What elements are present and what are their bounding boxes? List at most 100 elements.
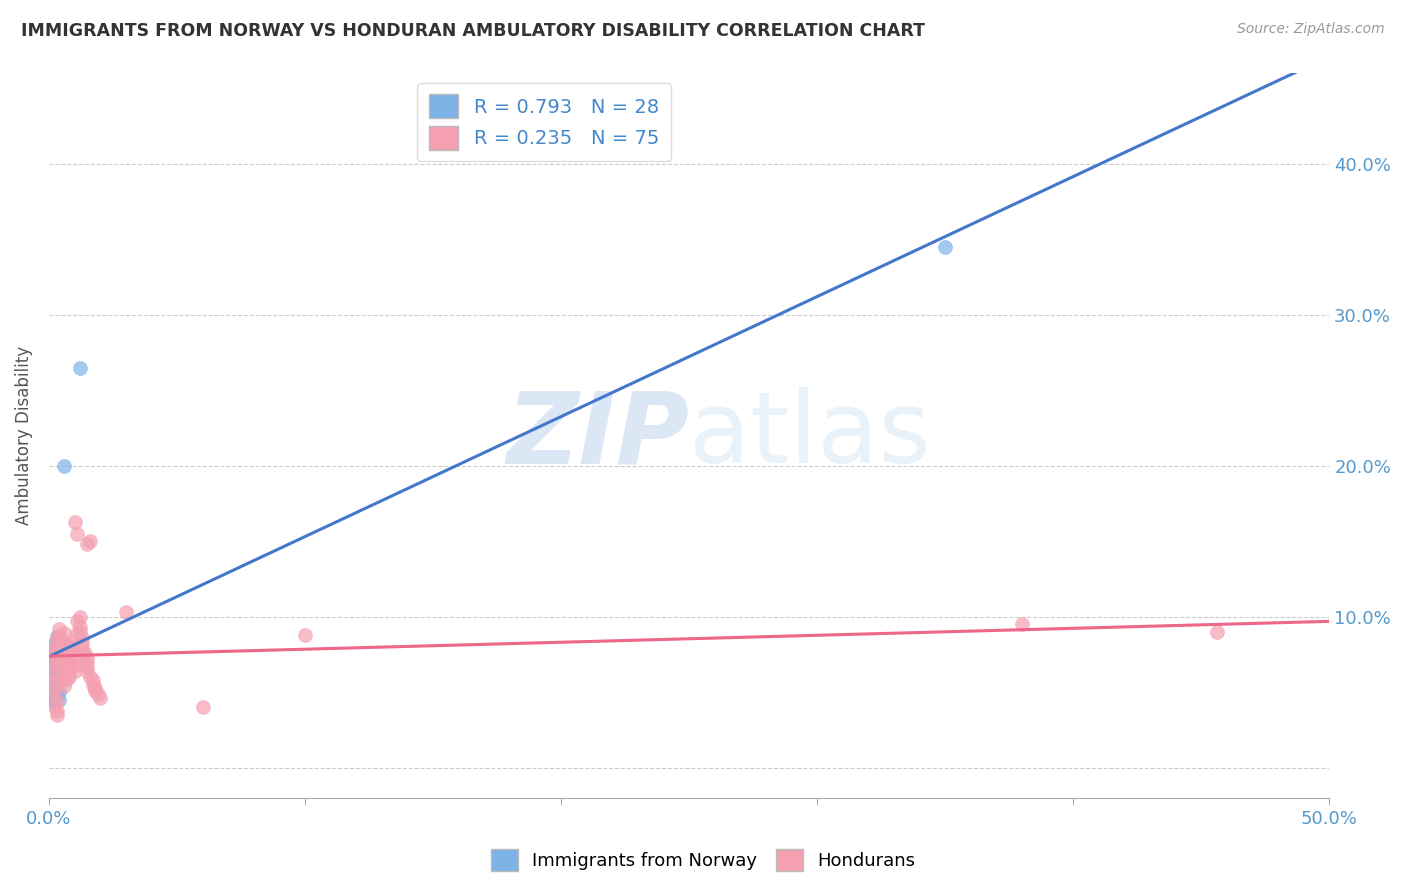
Point — [89, 691, 111, 706]
Text: Source: ZipAtlas.com: Source: ZipAtlas.com — [1237, 22, 1385, 37]
Point — [53, 663, 76, 677]
Point — [66, 526, 89, 541]
Point — [48, 622, 70, 636]
Point — [191, 700, 214, 714]
Point — [51, 643, 73, 657]
Point — [72, 631, 94, 645]
Point — [79, 670, 101, 684]
Point — [41, 641, 63, 656]
Point — [56, 650, 79, 665]
Point — [42, 681, 65, 695]
Point — [60, 658, 83, 673]
Point — [45, 658, 67, 673]
Point — [82, 673, 104, 688]
Point — [45, 704, 67, 718]
Point — [48, 641, 70, 656]
Legend: R = 0.793   N = 28, R = 0.235   N = 75: R = 0.793 N = 28, R = 0.235 N = 75 — [418, 83, 671, 161]
Point — [73, 646, 96, 660]
Point — [41, 678, 63, 692]
Point — [42, 654, 65, 668]
Point — [76, 659, 98, 673]
Point — [58, 670, 80, 684]
Point — [41, 694, 63, 708]
Point — [76, 665, 98, 679]
Point — [48, 693, 70, 707]
Point — [51, 670, 73, 684]
Point — [63, 644, 86, 658]
Point — [58, 658, 80, 673]
Point — [60, 634, 83, 648]
Point — [53, 626, 76, 640]
Point — [41, 682, 63, 697]
Point — [42, 670, 65, 684]
Legend: Immigrants from Norway, Hondurans: Immigrants from Norway, Hondurans — [484, 842, 922, 879]
Point — [41, 665, 63, 679]
Point — [53, 458, 76, 473]
Point — [1205, 624, 1227, 639]
Point — [63, 515, 86, 529]
Point — [79, 534, 101, 549]
Point — [45, 689, 67, 703]
Text: IMMIGRANTS FROM NORWAY VS HONDURAN AMBULATORY DISABILITY CORRELATION CHART: IMMIGRANTS FROM NORWAY VS HONDURAN AMBUL… — [21, 22, 925, 40]
Point — [56, 667, 79, 681]
Point — [42, 673, 65, 688]
Point — [45, 637, 67, 651]
Point — [42, 698, 65, 713]
Point — [84, 684, 107, 698]
Point — [41, 690, 63, 704]
Point — [48, 630, 70, 644]
Point — [72, 641, 94, 656]
Point — [42, 687, 65, 701]
Point — [48, 685, 70, 699]
Point — [69, 620, 91, 634]
Point — [1011, 617, 1033, 632]
Point — [56, 672, 79, 686]
Point — [60, 655, 83, 669]
Point — [42, 691, 65, 706]
Point — [41, 694, 63, 708]
Point — [69, 624, 91, 639]
Point — [82, 678, 104, 692]
Point — [41, 658, 63, 673]
Point — [58, 649, 80, 664]
Point — [294, 628, 316, 642]
Text: ZIP: ZIP — [506, 387, 689, 484]
Point — [86, 687, 108, 701]
Point — [69, 360, 91, 375]
Point — [45, 630, 67, 644]
Point — [76, 655, 98, 669]
Point — [58, 641, 80, 656]
Point — [42, 648, 65, 662]
Point — [51, 652, 73, 666]
Point — [45, 631, 67, 645]
Point — [42, 685, 65, 699]
Point — [41, 672, 63, 686]
Point — [51, 673, 73, 688]
Point — [42, 654, 65, 668]
Point — [48, 637, 70, 651]
Point — [114, 605, 136, 619]
Point — [53, 679, 76, 693]
Point — [66, 626, 89, 640]
Y-axis label: Ambulatory Disability: Ambulatory Disability — [15, 346, 32, 525]
Point — [51, 658, 73, 673]
Point — [42, 641, 65, 656]
Point — [63, 658, 86, 673]
Point — [45, 708, 67, 723]
Point — [48, 641, 70, 656]
Point — [84, 681, 107, 695]
Point — [58, 665, 80, 679]
Point — [51, 648, 73, 662]
Point — [45, 694, 67, 708]
Point — [42, 637, 65, 651]
Point — [45, 649, 67, 664]
Point — [45, 639, 67, 653]
Point — [63, 665, 86, 679]
Point — [934, 240, 956, 254]
Point — [56, 637, 79, 651]
Point — [76, 537, 98, 551]
Point — [72, 635, 94, 649]
Point — [53, 657, 76, 671]
Point — [66, 615, 89, 629]
Point — [60, 640, 83, 654]
